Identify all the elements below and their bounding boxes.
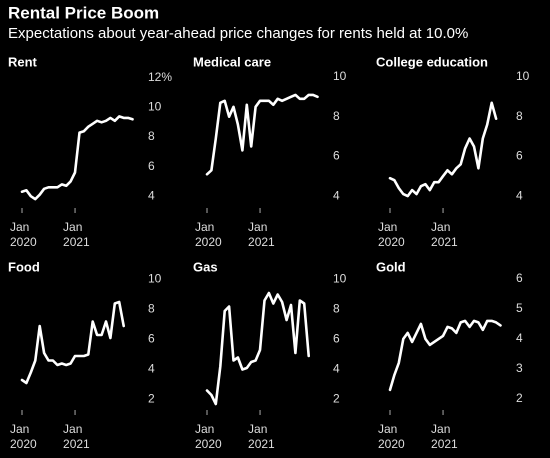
x-tick-label: Jan 2021 — [248, 422, 275, 451]
x-tick-label: Jan 2021 — [431, 422, 458, 451]
panel-title: College education — [376, 54, 488, 69]
panel-title: Gas — [193, 259, 218, 274]
x-tick-label: Jan 2021 — [431, 220, 458, 249]
y-tick-label: 4 — [333, 188, 340, 202]
y-tick-label: 4 — [333, 362, 340, 376]
y-tick-label: 2 — [333, 392, 340, 406]
y-tick-label: 4 — [148, 188, 155, 202]
y-tick-label: 3 — [516, 361, 523, 375]
x-tick-label: Jan 2021 — [63, 220, 90, 249]
panel-title: Rent — [8, 54, 38, 69]
x-tick-label: Jan 2020 — [378, 220, 405, 249]
y-tick-label: 12% — [148, 70, 172, 84]
y-tick-label: 6 — [516, 149, 523, 163]
y-tick-label: 6 — [333, 149, 340, 163]
y-tick-label: 6 — [148, 332, 155, 346]
line — [20, 115, 134, 201]
x-tick-label: Jan 2021 — [63, 422, 90, 451]
x-tick-label: Jan 2021 — [248, 220, 275, 249]
y-tick-label: 10 — [148, 272, 162, 286]
y-tick-label: 2 — [516, 391, 523, 405]
y-tick-label: 6 — [516, 271, 523, 285]
y-tick-label: 8 — [148, 129, 155, 143]
x-tick-label: Jan 2020 — [195, 422, 222, 451]
chart-subtitle: Expectations about year-ahead price chan… — [8, 25, 468, 42]
line — [205, 291, 310, 406]
x-tick-label: Jan 2020 — [10, 422, 37, 451]
panel-title: Medical care — [193, 54, 271, 69]
x-tick-label: Jan 2020 — [378, 422, 405, 451]
y-tick-label: 6 — [148, 159, 155, 173]
line — [388, 319, 502, 392]
chart-title: Rental Price Boom — [8, 3, 159, 22]
x-tick-label: Jan 2020 — [195, 220, 222, 249]
line — [388, 101, 498, 198]
y-tick-label: 8 — [516, 109, 523, 123]
y-tick-label: 4 — [516, 331, 523, 345]
y-tick-label: 6 — [333, 332, 340, 346]
line — [205, 93, 319, 176]
y-tick-label: 5 — [516, 301, 523, 315]
y-tick-label: 8 — [333, 109, 340, 123]
y-tick-label: 8 — [148, 302, 155, 316]
y-tick-label: 2 — [148, 392, 155, 406]
y-tick-label: 10 — [516, 69, 530, 83]
y-tick-label: 10 — [333, 272, 347, 286]
panel-title: Food — [8, 259, 40, 274]
y-tick-label: 8 — [333, 302, 340, 316]
line — [20, 300, 125, 385]
y-tick-label: 4 — [516, 188, 523, 202]
y-tick-label: 10 — [333, 69, 347, 83]
panel-title: Gold — [376, 259, 406, 274]
y-tick-label: 4 — [148, 362, 155, 376]
y-tick-label: 10 — [148, 100, 162, 114]
x-tick-label: Jan 2020 — [10, 220, 37, 249]
